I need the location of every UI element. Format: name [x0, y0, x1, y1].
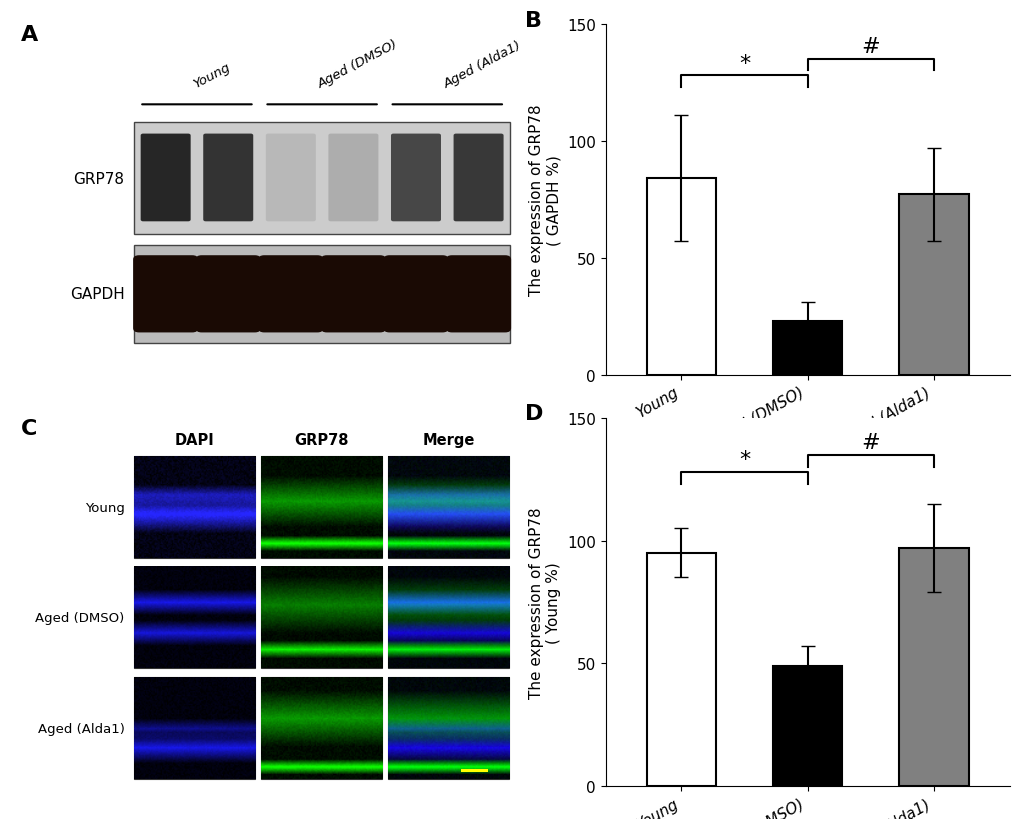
Text: GAPDH: GAPDH [69, 287, 124, 302]
FancyBboxPatch shape [141, 134, 191, 222]
FancyBboxPatch shape [133, 256, 198, 333]
Bar [261, 568, 382, 668]
Bar [899, 548, 968, 786]
Bar [135, 568, 255, 668]
Text: GRP78: GRP78 [294, 432, 348, 448]
Text: DAPI: DAPI [175, 432, 215, 448]
Text: GRP78: GRP78 [73, 171, 124, 186]
Bar [772, 666, 842, 786]
FancyBboxPatch shape [196, 256, 261, 333]
FancyBboxPatch shape [203, 134, 253, 222]
FancyBboxPatch shape [390, 134, 440, 222]
Text: A: A [20, 25, 38, 44]
Bar [646, 553, 715, 786]
Bar [135, 457, 255, 558]
Text: Aged (DMSO): Aged (DMSO) [36, 611, 124, 624]
Text: Aged (Alda1): Aged (Alda1) [38, 722, 124, 735]
Text: B: B [524, 11, 541, 30]
Text: Aged (DMSO): Aged (DMSO) [316, 38, 400, 91]
Bar [388, 457, 508, 558]
Text: #: # [861, 432, 879, 453]
FancyBboxPatch shape [453, 134, 503, 222]
FancyBboxPatch shape [328, 134, 378, 222]
Text: C: C [20, 419, 37, 438]
Bar [646, 179, 715, 375]
Bar [135, 123, 510, 235]
Text: Young: Young [85, 501, 124, 514]
Y-axis label: The expression of GRP78
( GAPDH %): The expression of GRP78 ( GAPDH %) [529, 104, 560, 296]
Bar [135, 677, 255, 779]
Bar [461, 769, 487, 771]
Bar [135, 246, 510, 343]
FancyBboxPatch shape [321, 256, 385, 333]
Text: D: D [524, 404, 542, 423]
Bar [899, 195, 968, 375]
Bar [261, 457, 382, 558]
FancyBboxPatch shape [266, 134, 316, 222]
Text: #: # [861, 38, 879, 57]
FancyBboxPatch shape [445, 256, 511, 333]
Bar [261, 677, 382, 779]
Text: Aged (Alda1): Aged (Alda1) [441, 39, 523, 91]
Bar [388, 568, 508, 668]
Text: *: * [738, 450, 749, 470]
Text: *: * [738, 54, 749, 74]
Text: Young: Young [191, 61, 232, 91]
FancyBboxPatch shape [383, 256, 448, 333]
FancyBboxPatch shape [258, 256, 323, 333]
Bar [772, 321, 842, 375]
Bar [388, 677, 508, 779]
Text: Merge: Merge [422, 432, 475, 448]
Y-axis label: The expression of GRP78
( Young %): The expression of GRP78 ( Young %) [529, 506, 560, 698]
